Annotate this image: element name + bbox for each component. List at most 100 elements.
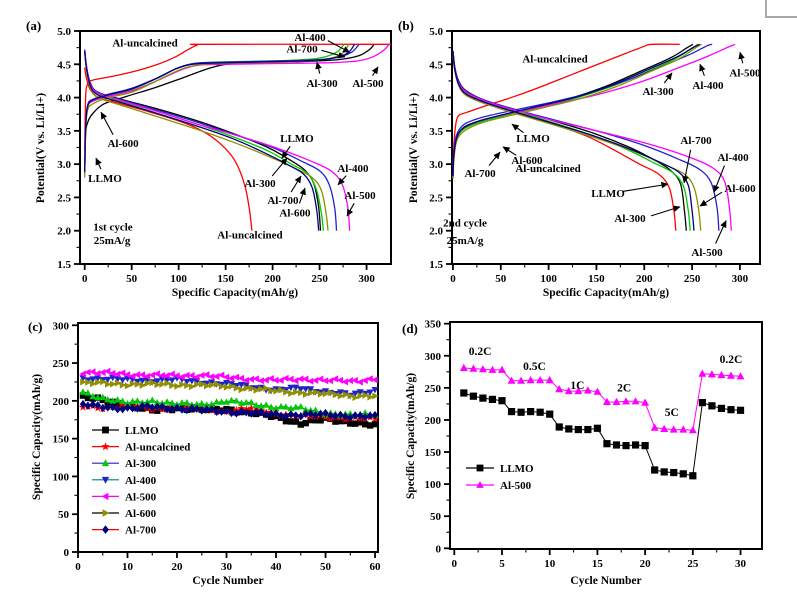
legend-d: LLMO Al-500: [466, 463, 534, 492]
x-tick-label: 100: [170, 273, 187, 285]
rate-label: 1C: [570, 380, 584, 392]
x-tick-label: 50: [126, 273, 138, 285]
y-tick-label: 300: [53, 320, 70, 332]
annotation-arrow: [488, 151, 501, 166]
plot-frame-d: [449, 321, 763, 550]
curve-al-700-charge: [84, 43, 355, 173]
axes-c: [72, 324, 376, 558]
annotation-al-400: Al-400: [294, 32, 326, 44]
x-tick-label: 250: [684, 273, 701, 285]
axes-d: [444, 322, 742, 555]
annotation-al-uncalcined: Al-uncalcined: [515, 163, 580, 175]
annotation-2nd-cycle: 2nd cycle: [443, 218, 487, 230]
annotation-al-uncalcined: Al-uncalcined: [112, 37, 177, 49]
annotation-arrow: [623, 181, 669, 192]
annotation-arrow: [346, 203, 355, 217]
legend-c: LLMO Al-uncalcined Al-300 Al-400 Al-500 Al-60…: [92, 425, 190, 537]
curve-al-500-charge: [84, 43, 390, 175]
x-tick-label: 20: [172, 561, 184, 573]
y-tick-label: 2.5: [429, 192, 443, 204]
y-tick-label: 100: [53, 471, 70, 483]
annotation-arrow: [650, 205, 681, 217]
y-axis-title-c: Specific Capacity(mAh/g): [31, 374, 43, 500]
curve-llmo-charge: [84, 43, 375, 171]
y-tick-label: 250: [425, 383, 442, 395]
y-tick-label: 2.0: [429, 226, 443, 238]
y-tick-label: 2.0: [57, 226, 71, 238]
annotation-al-600: Al-600: [511, 155, 543, 167]
annotation-al-300: Al-300: [614, 213, 646, 225]
annotation-arrow: [271, 157, 288, 177]
x-tick-label: 20: [640, 558, 652, 570]
panel-label-d: (d): [402, 321, 418, 336]
y-tick-label: 4.0: [429, 93, 443, 105]
x-axis-title-b: Specific Capacity(mAh/g): [543, 287, 669, 299]
x-tick-label: 0: [452, 558, 458, 570]
annotation-al-300: Al-300: [306, 78, 338, 90]
annotation-al-400: Al-400: [717, 152, 749, 164]
x-tick-label: 30: [221, 561, 233, 573]
annotation-llmo: LLMO: [591, 188, 625, 200]
panel-c: 0 10 20 30 40 50 60 0 50 100 150 200 250 300 Cycle Num…: [28, 319, 381, 587]
y-tick-label: 200: [425, 415, 442, 427]
y-tick-label: 300: [425, 351, 442, 363]
y-tick-label: 150: [425, 447, 442, 459]
y-tick-label: 3.5: [57, 126, 71, 138]
curve-al-400-discharge: [452, 50, 720, 231]
x-tick-label: 15: [592, 558, 604, 570]
annotation-al-400: Al-400: [692, 80, 724, 92]
annotation-al-uncalcined: Al-uncalcined: [217, 230, 282, 242]
annotation-llmo: LLMO: [516, 133, 550, 145]
y-axis-title-b: Potential(V vs. Li/Li+): [408, 93, 420, 203]
x-tick-label: 0: [82, 273, 88, 285]
series-al-500: [459, 363, 745, 434]
annotation-llmo: LLMO: [88, 173, 122, 185]
annotation-25ma-g: 25mA/g: [94, 235, 131, 247]
axes-b: [446, 30, 741, 270]
annotation-arrow: [281, 145, 291, 159]
x-tick-label: 0: [450, 273, 456, 285]
annotation-1st-cycle: 1st cycle: [93, 222, 133, 234]
x-tick-label: 40: [271, 561, 283, 573]
curve-al-700-discharge: [84, 50, 320, 231]
curve-al-600-charge: [452, 43, 703, 179]
window-fragment: [765, 0, 797, 18]
x-tick-label: 25: [687, 558, 699, 570]
legend-label-al-500: Al-500: [500, 480, 532, 492]
curve-al-700-discharge: [452, 51, 695, 231]
annotation-al-700: Al-700: [464, 168, 496, 180]
y-tick-label: 0: [64, 547, 70, 559]
y-tick-label: 150: [53, 434, 70, 446]
annotation-arrow: [715, 220, 727, 244]
annotation-arrow: [95, 157, 102, 170]
curve-al-600-discharge: [452, 52, 702, 231]
series-al-500: [79, 367, 378, 386]
annotation-al-600: Al-600: [107, 138, 139, 150]
y-tick-label: 100: [425, 479, 442, 491]
y-axis-title-a: Potential(V vs. Li/Li+): [35, 93, 47, 203]
y-tick-label: 250: [53, 358, 70, 370]
y-axis-title-d: Specific Capacity(mAh/g): [405, 373, 417, 499]
series-llmo: [460, 389, 745, 480]
legend-label-al-300: Al-300: [125, 458, 157, 470]
y-tick-label: 50: [58, 509, 70, 521]
y-tick-label: 4.5: [429, 59, 443, 71]
x-tick-label: 300: [732, 273, 749, 285]
y-tick-label: 3.0: [57, 159, 71, 171]
rate-label: 0.2C: [720, 354, 743, 366]
curve-al-300-discharge: [452, 52, 691, 231]
legend-label-al-700: Al-700: [125, 525, 157, 537]
curve-al-uncalcined-discharge: [84, 67, 253, 231]
annotation-arrow: [315, 61, 322, 74]
annotation-al-400: Al-400: [337, 163, 369, 175]
annotation-arrow: [699, 63, 706, 76]
x-tick-label: 10: [122, 561, 134, 573]
annotation-al-500: Al-500: [352, 78, 384, 90]
curve-al-400-charge: [452, 43, 713, 175]
x-tick-label: 5: [499, 558, 505, 570]
y-tick-label: 5.0: [57, 26, 71, 38]
curve-al-600-discharge: [84, 52, 329, 231]
x-tick-label: 300: [358, 273, 375, 285]
